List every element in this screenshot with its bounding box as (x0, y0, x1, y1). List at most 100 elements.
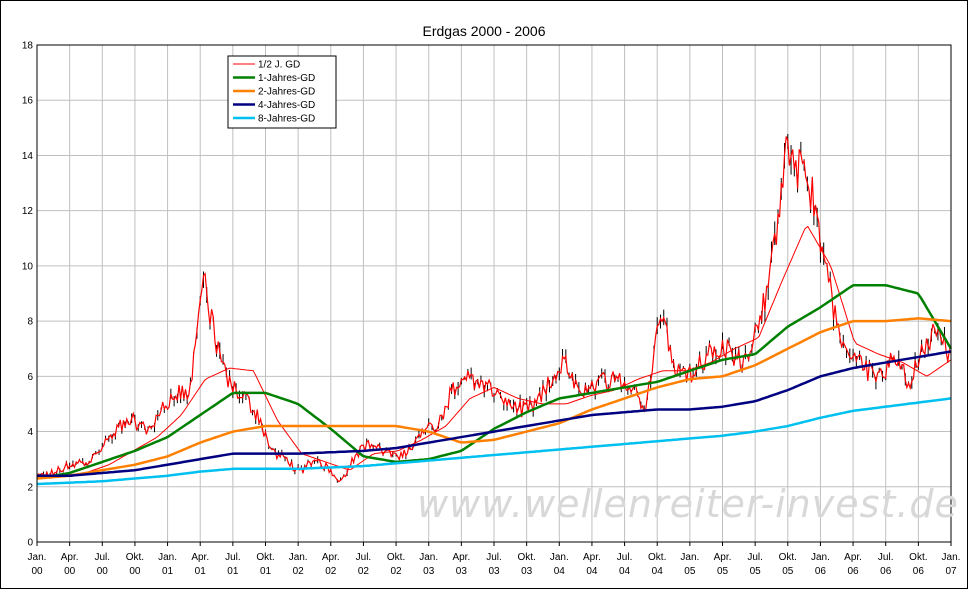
watermark: www.wellenreiter-invest.de (417, 482, 959, 526)
x-tick-month: Apr. (61, 552, 79, 563)
x-tick-month: Jan. (550, 552, 569, 563)
legend-label: 2-Jahres-GD (258, 87, 315, 98)
x-tick-label: Jan. 01 (158, 552, 177, 577)
x-tick-year: 02 (325, 566, 337, 577)
price-line (36, 136, 952, 483)
x-tick-label: Apr. 03 (452, 552, 470, 577)
y-tick-label: 12 (22, 206, 34, 217)
x-tick-label: Okt. 05 (779, 552, 797, 577)
x-tick-month: Okt. (648, 552, 666, 563)
y-tick-label: 0 (27, 538, 33, 549)
x-tick-month: Jul. (356, 552, 372, 563)
x-tick-year: 00 (97, 566, 109, 577)
x-tick-month: Okt. (909, 552, 927, 563)
x-tick-label: Okt. 00 (126, 552, 144, 577)
x-tick-year: 01 (260, 566, 272, 577)
y-tick-label: 10 (22, 261, 34, 272)
x-tick-label: Jan. 02 (289, 552, 308, 577)
x-tick-year: 02 (358, 566, 370, 577)
x-tick-month: Apr. (322, 552, 340, 563)
y-tick-label: 8 (27, 317, 33, 328)
y-tick-label: 6 (27, 372, 33, 383)
x-tick-month: Jan. (289, 552, 308, 563)
x-tick-label: Okt. 02 (387, 552, 405, 577)
x-tick-month: Okt. (517, 552, 535, 563)
x-tick-year: 04 (586, 566, 598, 577)
series-line-0 (36, 225, 952, 479)
x-tick-label: Jul. 03 (486, 552, 502, 577)
y-axis-ticks: 0 2 4 6 8 10 12 14 16 18 (22, 41, 34, 549)
series-line-2 (36, 317, 952, 480)
x-tick-year: 06 (913, 566, 925, 577)
x-tick-month: Jul. (486, 552, 502, 563)
x-tick-month: Apr. (844, 552, 862, 563)
x-tick-month: Apr. (452, 552, 470, 563)
x-tick-month: Apr. (191, 552, 209, 563)
x-tick-month: Jul. (95, 552, 111, 563)
x-tick-year: 00 (64, 566, 76, 577)
x-tick-month: Okt. (779, 552, 797, 563)
x-tick-label: Jul. 00 (95, 552, 111, 577)
x-tick-month: Jan. (28, 552, 47, 563)
x-tick-year: 05 (684, 566, 696, 577)
x-tick-year: 02 (391, 566, 403, 577)
x-tick-label: Jul. 05 (747, 552, 763, 577)
x-tick-label: Okt. 03 (517, 552, 535, 577)
y-tick-label: 16 (22, 96, 34, 107)
x-tick-year: 03 (456, 566, 468, 577)
x-tick-year: 06 (815, 566, 827, 577)
x-tick-year: 07 (945, 566, 957, 577)
x-tick-month: Jan. (942, 552, 961, 563)
x-tick-month: Jul. (747, 552, 763, 563)
x-tick-label: Jan. 04 (550, 552, 569, 577)
x-tick-year: 05 (750, 566, 762, 577)
x-tick-label: Apr. 04 (583, 552, 601, 577)
x-tick-month: Jan. (158, 552, 177, 563)
x-tick-label: Jan. 06 (811, 552, 830, 577)
x-axis-ticks: Jan.00Apr.00Jul.00Okt.00Jan.01Apr.01Jul.… (28, 542, 961, 577)
x-tick-year: 02 (293, 566, 305, 577)
legend-label: 4-Jahres-GD (258, 100, 315, 111)
x-tick-year: 06 (848, 566, 860, 577)
legend-label: 1/2 J. GD (258, 60, 300, 71)
x-tick-month: Jul. (878, 552, 894, 563)
x-tick-label: Jul. 04 (617, 552, 633, 577)
y-tick-label: 18 (22, 41, 34, 52)
x-tick-label: Jan. 07 (942, 552, 961, 577)
x-tick-label: Jan. 05 (680, 552, 699, 577)
x-tick-label: Okt. 06 (909, 552, 927, 577)
x-tick-year: 05 (717, 566, 729, 577)
x-tick-year: 03 (521, 566, 533, 577)
x-tick-month: Apr. (583, 552, 601, 563)
series-line-3 (37, 350, 952, 477)
x-tick-year: 06 (880, 566, 892, 577)
x-tick-month: Jul. (225, 552, 241, 563)
legend-label: 1-Jahres-GD (258, 73, 315, 84)
x-tick-label: Apr. 00 (61, 552, 79, 577)
x-tick-label: Apr. 02 (322, 552, 340, 577)
x-tick-label: Jul. 06 (878, 552, 894, 577)
x-tick-label: Okt. 01 (256, 552, 274, 577)
series-line-4 (36, 397, 952, 486)
x-tick-year: 04 (554, 566, 566, 577)
x-tick-label: Apr. 06 (844, 552, 862, 577)
x-tick-label: Jan. 03 (419, 552, 438, 577)
x-tick-year: 03 (423, 566, 435, 577)
y-tick-label: 4 (27, 427, 33, 438)
y-tick-label: 14 (22, 151, 34, 162)
x-tick-month: Jul. (617, 552, 633, 563)
x-tick-label: Jan. 00 (28, 552, 47, 577)
x-tick-label: Jul. 01 (225, 552, 241, 577)
x-tick-month: Okt. (126, 552, 144, 563)
chart-title: Erdgas 2000 - 2006 (423, 23, 546, 39)
x-tick-year: 01 (227, 566, 239, 577)
series-line-1 (36, 283, 953, 480)
x-tick-month: Jan. (680, 552, 699, 563)
x-tick-label: Apr. 05 (714, 552, 732, 577)
x-tick-month: Okt. (387, 552, 405, 563)
x-tick-year: 01 (162, 566, 174, 577)
x-tick-year: 04 (652, 566, 664, 577)
